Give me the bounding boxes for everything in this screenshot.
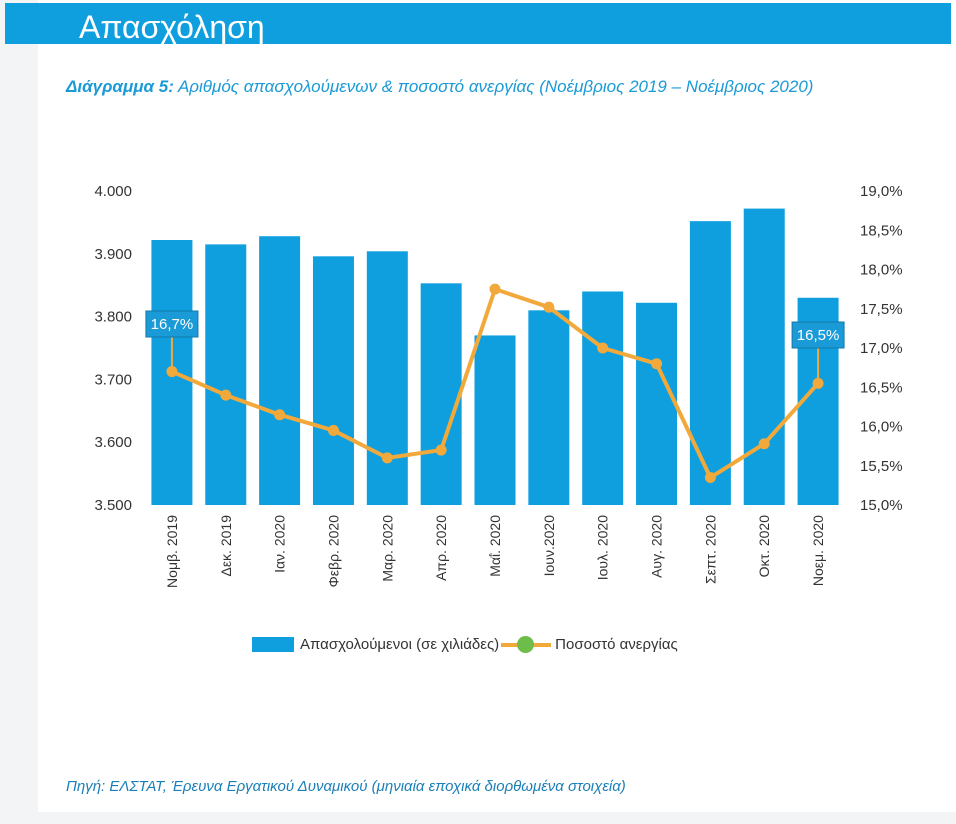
unemployment-point-10 — [704, 472, 716, 484]
unemployment-point-11 — [758, 438, 770, 450]
page-margin-strip — [0, 0, 38, 824]
unemployment-point-2 — [274, 409, 286, 421]
figure-title: Διάγραμμα 5: Αριθμός απασχολούμενων & πο… — [66, 77, 813, 97]
x-tick-label: Ιουν.2020 — [541, 515, 557, 577]
x-tick-label: Νομβ. 2019 — [164, 515, 180, 588]
bar-3 — [312, 256, 354, 505]
section-header-bar: Απασχόληση — [5, 3, 951, 45]
bar-5 — [420, 283, 462, 505]
bar-2 — [259, 236, 301, 505]
bar-8 — [582, 291, 624, 505]
figure-label: Διάγραμμα 5: — [66, 77, 174, 96]
y-right-tick-label: 15,5% — [860, 458, 903, 475]
y-right-tick-label: 18,5% — [860, 222, 903, 239]
page-bottom-strip — [0, 812, 956, 824]
y-left-tick-label: 3.500 — [94, 497, 132, 514]
chart-legend: Απασχολούμενοι (σε χιλιάδες) Ποσοστό ανε… — [252, 633, 678, 655]
bar-9 — [636, 302, 678, 505]
y-right-tick-label: 15,0% — [860, 497, 903, 514]
y-right-tick-label: 16,5% — [860, 379, 903, 396]
x-tick-label: Δεκ. 2019 — [218, 515, 234, 577]
y-right-tick-label: 16,0% — [860, 419, 903, 436]
x-tick-label: Μαΐ. 2020 — [487, 515, 503, 577]
unemployment-point-12 — [812, 377, 824, 389]
unemployment-point-3 — [327, 424, 339, 436]
y-right-tick-label: 18,0% — [860, 262, 903, 279]
unemployment-point-1 — [220, 389, 232, 401]
legend-bar-swatch — [252, 636, 294, 652]
figure-title-text: Αριθμός απασχολούμενων & ποσοστό ανεργία… — [177, 77, 814, 96]
unemployment-point-6 — [489, 283, 501, 295]
x-tick-label: Απρ. 2020 — [433, 515, 449, 581]
section-title: Απασχόληση — [79, 9, 265, 45]
x-tick-label: Σεπτ. 2020 — [702, 515, 718, 584]
legend-bars-label: Απασχολούμενοι (σε χιλιάδες) — [300, 635, 500, 653]
data-label: 16,7% — [151, 316, 194, 333]
legend-line-label: Ποσοστό ανεργίας — [555, 635, 678, 653]
unemployment-point-4 — [381, 452, 393, 464]
unemployment-point-0 — [166, 366, 178, 378]
x-tick-label: Αυγ. 2020 — [649, 515, 665, 578]
data-label-box — [791, 321, 845, 349]
legend-line-swatch — [501, 635, 552, 653]
y-right-tick-label: 17,5% — [860, 301, 903, 318]
unemployment-point-5 — [435, 444, 447, 456]
y-left-tick-label: 4.000 — [94, 183, 132, 200]
y-left-tick-label: 3.700 — [94, 371, 132, 388]
bar-11 — [743, 208, 785, 506]
x-tick-label: Ιουλ. 2020 — [595, 515, 611, 580]
x-tick-label: Νοεμ. 2020 — [810, 515, 826, 586]
y-right-tick-label: 19,0% — [860, 183, 903, 200]
data-label: 16,5% — [797, 327, 840, 344]
bar-6 — [474, 335, 516, 505]
x-tick-label: Ιαν. 2020 — [272, 515, 288, 573]
x-tick-label: Μαρ. 2020 — [379, 515, 395, 582]
bar-10 — [689, 221, 731, 506]
x-tick-label: Φεβρ. 2020 — [325, 515, 341, 588]
unemployment-point-7 — [543, 301, 555, 313]
y-right-tick-label: 17,0% — [860, 340, 903, 357]
data-label-box — [145, 310, 199, 338]
y-left-tick-label: 3.800 — [94, 309, 132, 326]
bar-7 — [528, 310, 570, 505]
x-tick-label: Οκτ. 2020 — [756, 515, 772, 578]
y-left-tick-label: 3.900 — [94, 246, 132, 263]
unemployment-point-9 — [651, 358, 663, 370]
bar-1 — [205, 244, 247, 505]
source-note: Πηγή: ΕΛΣΤΑΤ, Έρευνα Εργατικού Δυναμικού… — [66, 778, 626, 795]
unemployment-point-8 — [597, 342, 609, 354]
y-left-tick-label: 3.600 — [94, 434, 132, 451]
bar-4 — [366, 251, 408, 505]
